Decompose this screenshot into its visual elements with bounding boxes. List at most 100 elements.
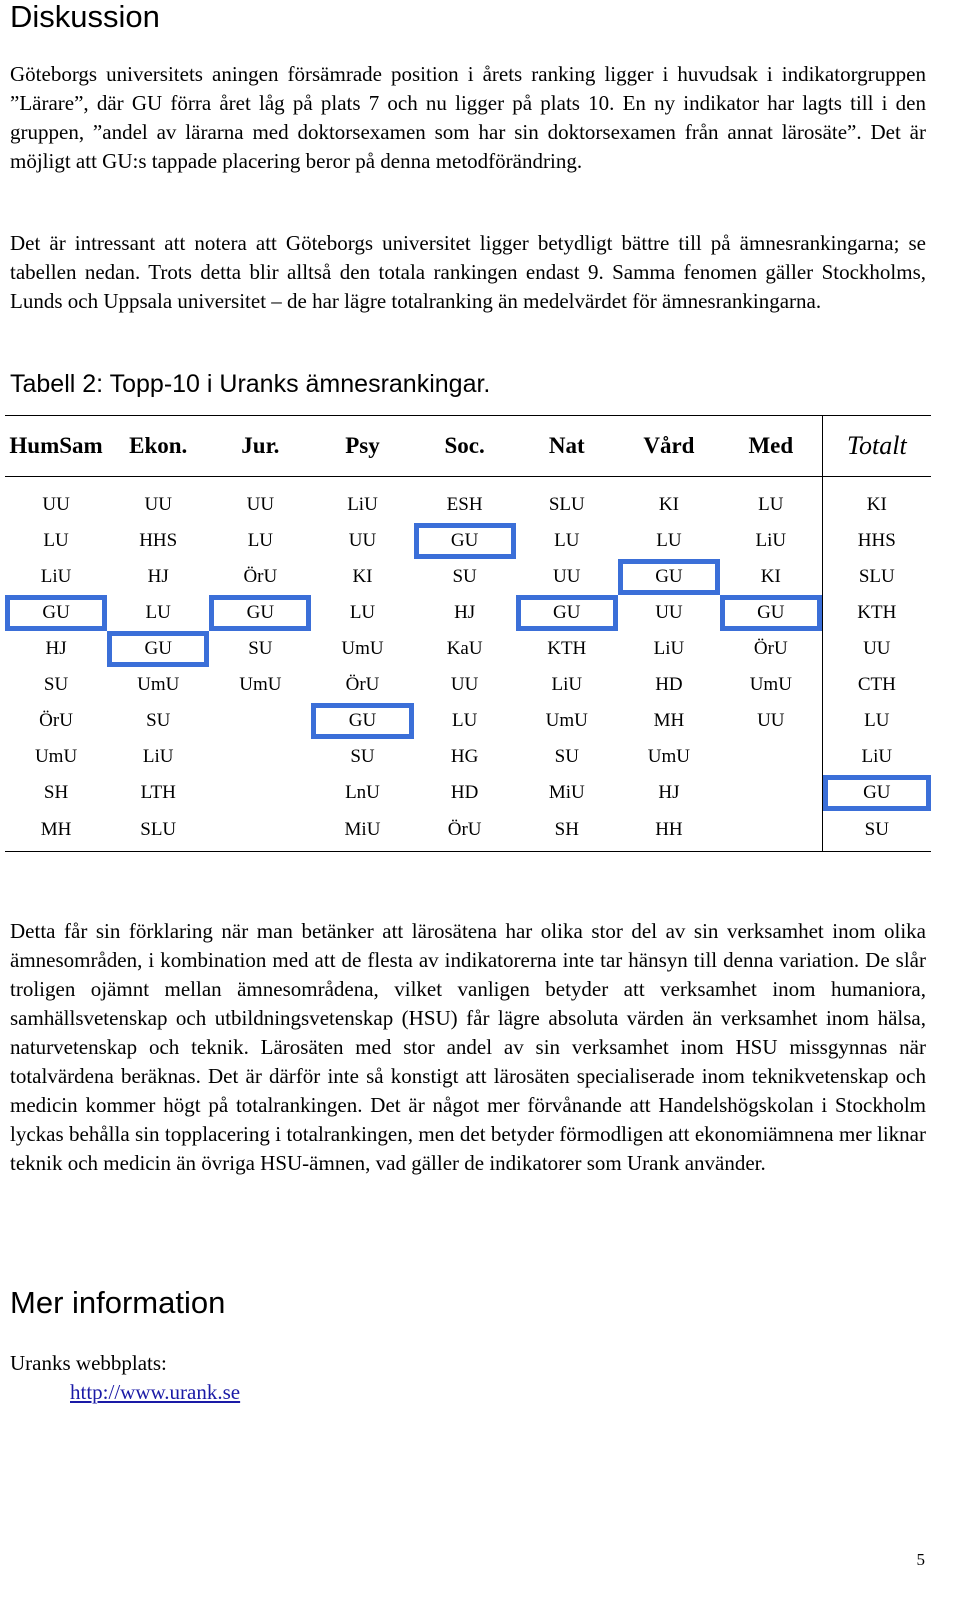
table-cell: GU	[311, 703, 413, 739]
table-cell: LTH	[140, 782, 176, 803]
table-cell	[209, 703, 311, 739]
table-cell: SLU	[548, 494, 585, 515]
table-row: SH LTH LnU HD MiU HJ GU	[5, 775, 931, 811]
table-cell: LU	[451, 710, 478, 731]
table-cell: LU	[554, 530, 580, 551]
table-cell: GU	[618, 559, 720, 595]
table-cell: HJ	[147, 566, 169, 587]
table-cell: GU	[516, 595, 618, 631]
column-header: Soc.	[413, 415, 516, 477]
table-cell: MH	[5, 811, 108, 852]
column-header: Vård	[617, 415, 720, 477]
table-cell: LiU	[821, 739, 931, 775]
table-cell	[719, 811, 823, 852]
table-body: UU UU UU LiU ESH SLU KI LU KI LU HHS LU UU GU LU LU LiU H…	[5, 476, 931, 852]
column-header: HumSam	[5, 415, 108, 477]
table-cell: UU	[757, 710, 785, 731]
table-cell: SLU	[821, 559, 931, 595]
column-header: Totalt	[821, 415, 931, 477]
table-cell: MiU	[548, 782, 585, 803]
table-cell: SU	[248, 638, 273, 659]
table-row: ÖrU SU GU LU UmU MH UU LU	[5, 703, 931, 739]
table-row: MH SLU MiU ÖrU SH HH SU	[5, 811, 931, 852]
column-header: Med	[719, 415, 823, 477]
paragraph-3: Detta får sin förklaring när man betänke…	[10, 919, 926, 1175]
table-cell: KTH	[547, 638, 587, 659]
table-cell: LnU	[345, 782, 380, 803]
table-header-row: HumSam Ekon. Jur. Psy Soc. Nat Vård Med Totalt	[5, 415, 931, 477]
table-cell: KaU	[446, 638, 483, 659]
table-cell	[209, 811, 312, 852]
table-cell: GU	[720, 595, 822, 631]
table-cell: UU	[348, 530, 377, 551]
table-cell: KI	[760, 566, 781, 587]
table-cell: KI	[821, 476, 931, 523]
table-cell: HD	[655, 674, 683, 695]
website-label: Uranks webbplats:	[10, 1351, 167, 1375]
table-cell: GU	[414, 523, 516, 559]
table-cell: LU	[145, 602, 171, 623]
table-cell: SLU	[107, 811, 210, 852]
table-cell: ÖrU	[345, 674, 380, 695]
table-row: GU LU GU LU HJ GU UU GU KTH	[5, 595, 931, 631]
urank-website-link[interactable]: http://www.urank.se	[70, 1380, 241, 1404]
ranking-table: HumSam Ekon. Jur. Psy Soc. Nat Vård Med Totalt U…	[5, 415, 931, 852]
table-cell: MH	[653, 710, 685, 731]
table-cell: LU	[656, 530, 682, 551]
table-cell: UmU	[545, 710, 588, 731]
table-cell: UU	[450, 674, 479, 695]
table-cell: GU	[107, 631, 209, 667]
table-cell: UmU	[341, 638, 384, 659]
table-caption: Tabell 2: Topp-10 i Uranks ämnesrankinga…	[10, 370, 491, 398]
table-cell: SU	[821, 811, 931, 852]
page-number: 5	[916, 1550, 926, 1569]
table-cell: ÖrU	[39, 710, 73, 731]
table-cell: ÖrU	[753, 638, 788, 659]
table-cell: SU	[350, 746, 375, 767]
table-cell	[720, 739, 822, 775]
table-cell: KI	[352, 566, 373, 587]
table-cell: HHS	[139, 530, 178, 551]
table-cell: SU	[146, 710, 171, 731]
table-cell: GU	[209, 595, 311, 631]
table-cell: GU	[5, 595, 107, 631]
table-cell: LiU	[653, 638, 685, 659]
paragraph-1: Göteborgs universitets aningen försämrad…	[10, 62, 926, 173]
table-cell: SU	[43, 674, 69, 695]
table-cell: UU	[821, 631, 931, 667]
table-cell: LU	[349, 602, 376, 623]
column-header: Ekon.	[107, 415, 210, 477]
table-row: LU HHS LU UU GU LU LU LiU HHS	[5, 523, 931, 559]
table-cell: HJ	[658, 782, 680, 803]
table-cell: UU	[553, 566, 581, 587]
column-header: Jur.	[209, 415, 312, 477]
table-cell: UU	[42, 494, 70, 515]
table-cell: LiU	[551, 674, 583, 695]
table-cell: MiU	[311, 811, 414, 852]
table-cell: HG	[450, 746, 479, 767]
table-cell: UU	[655, 602, 683, 623]
table-cell: SU	[554, 746, 579, 767]
table-cell: GU	[821, 775, 931, 811]
table-cell: UmU	[239, 674, 282, 695]
table-cell: ÖrU	[413, 811, 516, 852]
table-row: SU UmU UmU ÖrU UU LiU HD UmU CTH	[5, 667, 931, 703]
table-cell: HD	[450, 782, 479, 803]
table-cell: HJ	[45, 638, 67, 659]
section-heading-mer-information: Mer information	[10, 1285, 226, 1320]
table-row: UmU LiU SU HG SU UmU LiU	[5, 739, 931, 775]
table-cell: KTH	[821, 595, 931, 631]
table-cell: LU	[821, 703, 931, 739]
table-cell	[720, 775, 822, 811]
table-cell: LU	[247, 530, 274, 551]
table-row: HJ GU SU UmU KaU KTH LiU ÖrU UU	[5, 631, 931, 667]
table-cell: LiU	[347, 494, 378, 515]
table-cell: UU	[144, 494, 172, 515]
table-cell: HH	[617, 811, 720, 852]
table-cell: ÖrU	[243, 566, 278, 587]
table-cell: SH	[515, 811, 618, 852]
table-cell: LiU	[755, 530, 787, 551]
section-heading-diskussion: Diskussion	[10, 0, 160, 34]
column-header: Nat	[515, 415, 618, 477]
table-row: LiU HJ ÖrU KI SU UU GU KI SLU	[5, 559, 931, 595]
